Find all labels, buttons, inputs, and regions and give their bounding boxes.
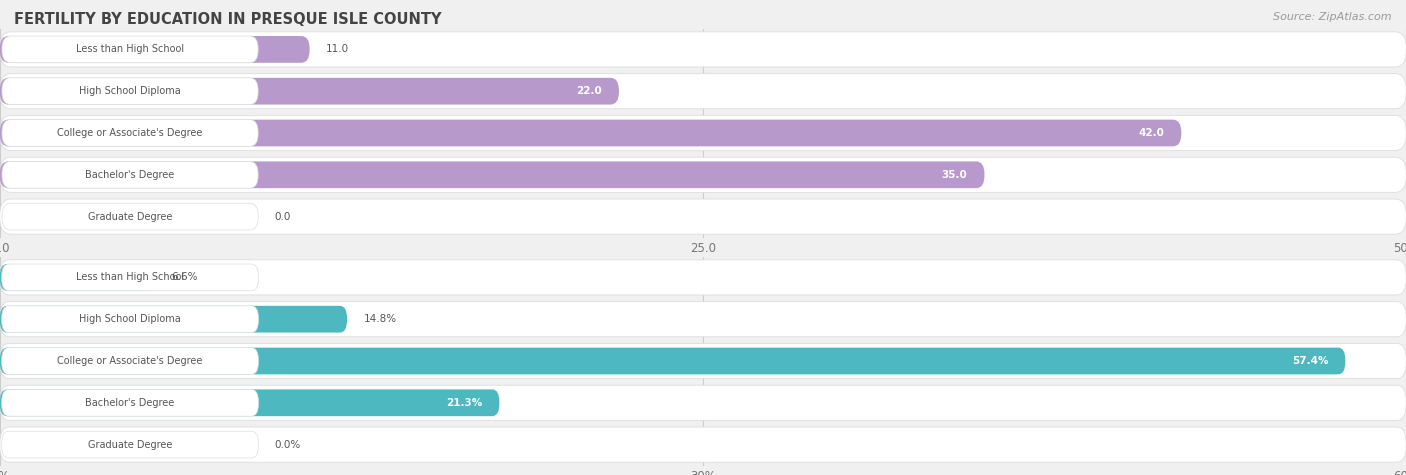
Text: High School Diploma: High School Diploma [79,314,181,324]
Text: Graduate Degree: Graduate Degree [87,439,173,450]
FancyBboxPatch shape [0,302,1406,337]
Text: FERTILITY BY EDUCATION IN PRESQUE ISLE COUNTY: FERTILITY BY EDUCATION IN PRESQUE ISLE C… [14,12,441,27]
FancyBboxPatch shape [0,264,155,291]
FancyBboxPatch shape [0,260,1406,295]
FancyBboxPatch shape [0,157,1406,192]
Text: Less than High School: Less than High School [76,272,184,283]
Text: 42.0: 42.0 [1139,128,1164,138]
Text: High School Diploma: High School Diploma [79,86,181,96]
Text: 57.4%: 57.4% [1292,356,1329,366]
FancyBboxPatch shape [1,431,259,458]
FancyBboxPatch shape [0,32,1406,67]
FancyBboxPatch shape [0,427,1406,462]
Text: 11.0: 11.0 [326,44,349,55]
FancyBboxPatch shape [0,162,984,188]
Text: 6.6%: 6.6% [172,272,198,283]
FancyBboxPatch shape [0,120,1181,146]
FancyBboxPatch shape [0,199,1406,234]
Text: 21.3%: 21.3% [446,398,482,408]
FancyBboxPatch shape [1,348,259,374]
Text: 0.0%: 0.0% [274,439,301,450]
Text: 35.0: 35.0 [942,170,967,180]
FancyBboxPatch shape [1,162,259,188]
FancyBboxPatch shape [0,115,1406,151]
FancyBboxPatch shape [1,78,259,104]
FancyBboxPatch shape [1,120,259,146]
FancyBboxPatch shape [0,348,1346,374]
FancyBboxPatch shape [0,78,619,104]
FancyBboxPatch shape [1,36,259,63]
FancyBboxPatch shape [1,264,259,291]
FancyBboxPatch shape [1,306,259,332]
Text: 0.0: 0.0 [274,211,291,222]
FancyBboxPatch shape [0,74,1406,109]
FancyBboxPatch shape [0,343,1406,379]
Text: Bachelor's Degree: Bachelor's Degree [86,170,174,180]
Text: Bachelor's Degree: Bachelor's Degree [86,398,174,408]
Text: Less than High School: Less than High School [76,44,184,55]
FancyBboxPatch shape [0,385,1406,420]
FancyBboxPatch shape [0,306,347,332]
FancyBboxPatch shape [0,390,499,416]
Text: College or Associate's Degree: College or Associate's Degree [58,128,202,138]
Text: 22.0: 22.0 [576,86,602,96]
FancyBboxPatch shape [1,390,259,416]
Text: College or Associate's Degree: College or Associate's Degree [58,356,202,366]
Text: Graduate Degree: Graduate Degree [87,211,173,222]
FancyBboxPatch shape [0,36,309,63]
Text: Source: ZipAtlas.com: Source: ZipAtlas.com [1274,12,1392,22]
FancyBboxPatch shape [1,203,259,230]
Text: 14.8%: 14.8% [364,314,396,324]
